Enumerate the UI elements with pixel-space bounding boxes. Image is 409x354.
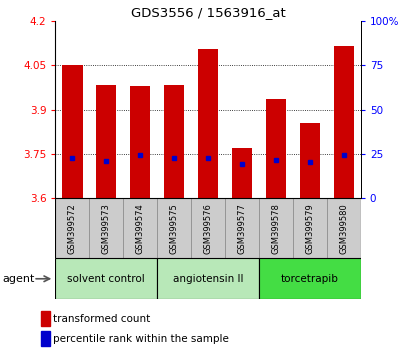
Text: transformed count: transformed count	[53, 314, 150, 324]
Bar	[292, 198, 326, 258]
Text: torcetrapib: torcetrapib	[280, 274, 338, 284]
Bar	[258, 258, 360, 299]
Bar	[299, 123, 319, 198]
Text: agent: agent	[3, 274, 35, 284]
Bar	[157, 258, 258, 299]
Bar	[157, 198, 191, 258]
Text: GSM399576: GSM399576	[203, 203, 212, 254]
Bar	[89, 198, 123, 258]
Bar	[96, 85, 116, 198]
Text: GSM399573: GSM399573	[101, 203, 110, 254]
Bar	[41, 331, 49, 346]
Bar	[41, 311, 49, 326]
Text: solvent control: solvent control	[67, 274, 145, 284]
Title: GDS3556 / 1563916_at: GDS3556 / 1563916_at	[130, 6, 285, 19]
Bar	[55, 198, 89, 258]
Bar	[225, 198, 258, 258]
Bar	[164, 85, 184, 198]
Bar	[62, 65, 82, 198]
Bar	[231, 148, 252, 198]
Bar	[198, 49, 218, 198]
Bar	[333, 46, 353, 198]
Text: GSM399572: GSM399572	[67, 203, 76, 254]
Bar	[265, 99, 285, 198]
Text: GSM399580: GSM399580	[339, 203, 348, 254]
Text: GSM399575: GSM399575	[169, 203, 178, 254]
Bar	[55, 258, 157, 299]
Text: GSM399574: GSM399574	[135, 203, 144, 254]
Bar	[326, 198, 360, 258]
Text: GSM399579: GSM399579	[305, 203, 314, 254]
Text: angiotensin II: angiotensin II	[173, 274, 243, 284]
Text: GSM399578: GSM399578	[271, 203, 280, 254]
Bar	[258, 198, 292, 258]
Bar	[123, 198, 157, 258]
Text: percentile rank within the sample: percentile rank within the sample	[53, 334, 228, 344]
Bar	[130, 86, 150, 198]
Text: GSM399577: GSM399577	[237, 203, 246, 254]
Bar	[191, 198, 225, 258]
